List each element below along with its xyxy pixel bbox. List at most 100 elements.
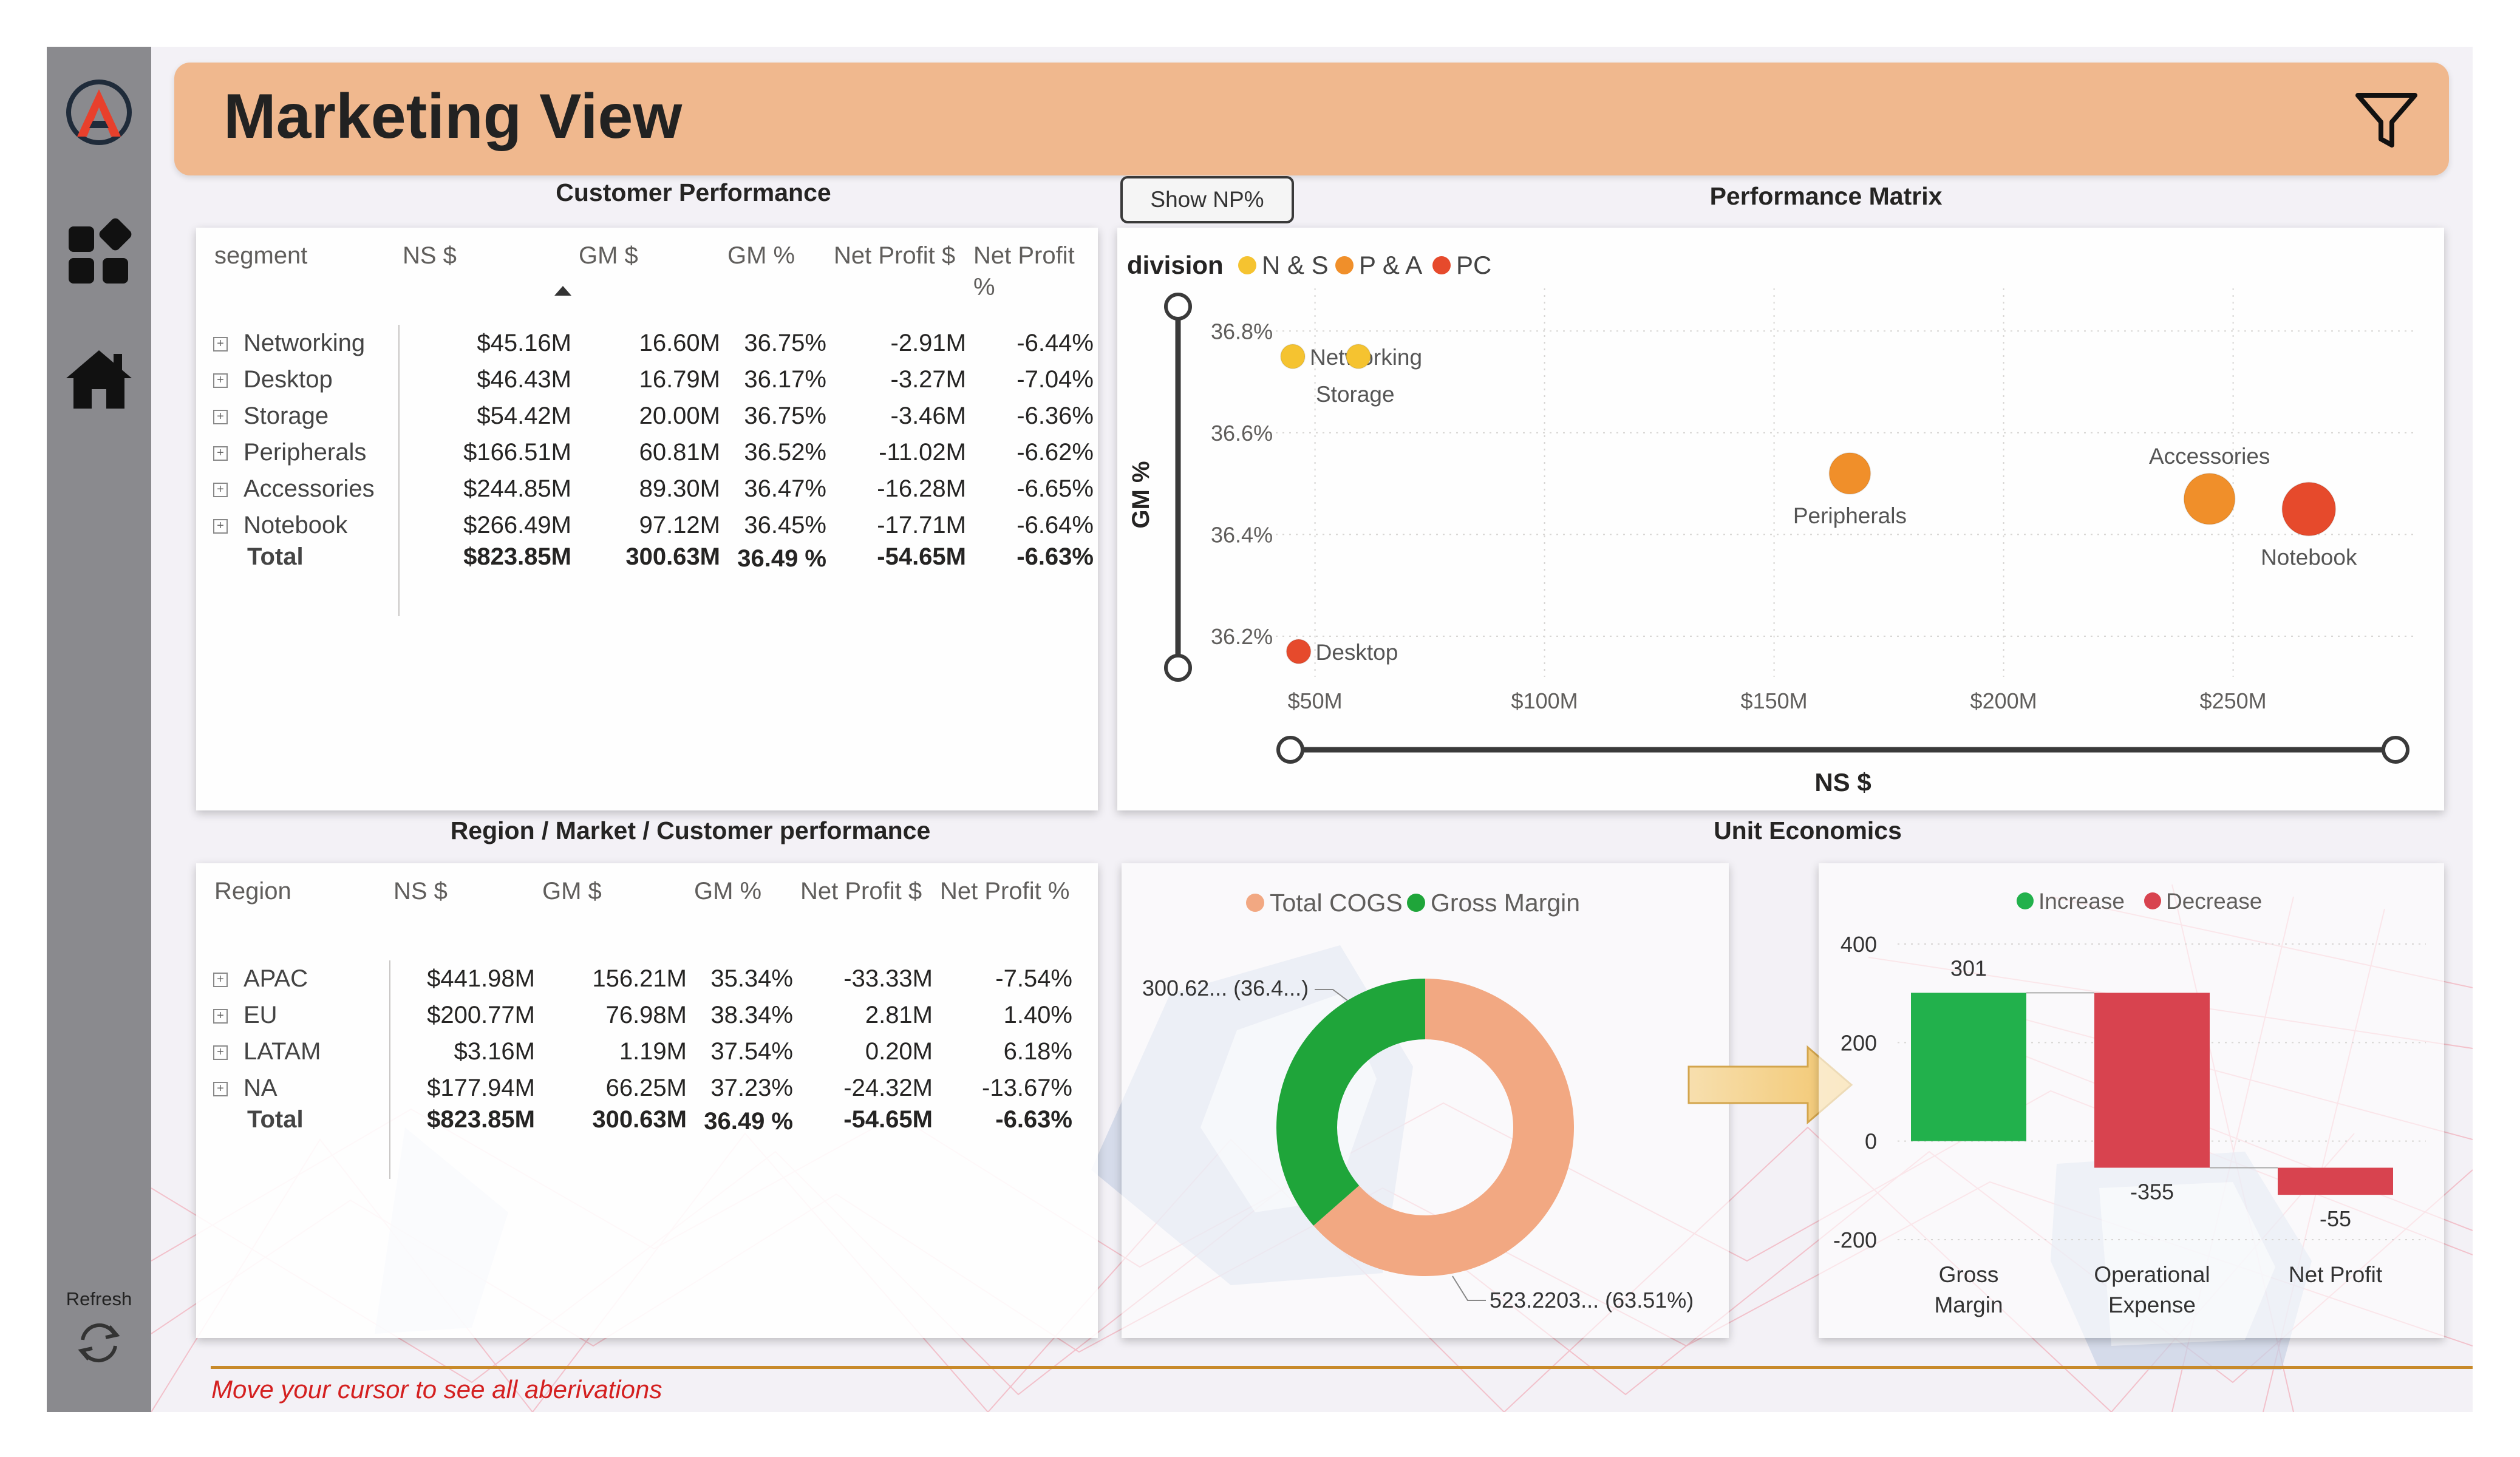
total-cell: $823.85M (463, 543, 571, 570)
legend-label[interactable]: Decrease (2166, 889, 2262, 914)
legend-label[interactable]: Increase (2038, 889, 2125, 914)
scatter-point-desktop[interactable] (1286, 639, 1312, 665)
sort-ascending-icon[interactable] (554, 286, 571, 296)
row-label[interactable]: + Notebook (211, 507, 400, 543)
column-header[interactable]: Region (214, 878, 291, 905)
column-header[interactable]: GM % (727, 242, 795, 269)
table-row[interactable]: + Peripherals $166.51M 60.81M 36.52% -11.02M -… (211, 434, 1097, 470)
row-label[interactable]: + LATAM (211, 1033, 390, 1070)
x-tick-label: $200M (1970, 688, 2037, 713)
table-cell: 1.40% (1003, 1001, 1072, 1028)
waterfall-bar[interactable] (1911, 993, 2026, 1141)
x-slider-handle-right[interactable] (2382, 736, 2409, 764)
column-header[interactable]: GM % (694, 878, 762, 905)
row-label[interactable]: + EU (211, 997, 390, 1033)
row-label[interactable]: + Peripherals (211, 434, 400, 470)
scatter-point-networking[interactable] (1280, 344, 1306, 370)
row-label[interactable]: + Desktop (211, 361, 400, 398)
table-cell: -6.36% (1017, 402, 1094, 429)
report-canvas: Refresh Marketing View Customer Performa… (47, 47, 2473, 1412)
waterfall-bar[interactable] (2094, 993, 2210, 1168)
waterfall-bar[interactable] (2278, 1167, 2393, 1195)
table-cell: 37.23% (710, 1074, 793, 1101)
legend-label[interactable]: Gross Margin (1431, 889, 1580, 917)
column-header[interactable]: Net Profit % (973, 242, 1075, 301)
row-label[interactable]: + Storage (211, 398, 400, 434)
expand-icon[interactable]: + (213, 518, 228, 534)
table-row[interactable]: + APAC $441.98M 156.21M 35.34% -33.33M -7.54% (211, 960, 1076, 997)
column-header[interactable]: Net Profit $ (834, 242, 956, 269)
legend-marker (2144, 892, 2161, 909)
table-row[interactable]: + NA $177.94M 66.25M 37.23% -24.32M -13.67% (211, 1070, 1076, 1106)
point-label: Peripherals (1793, 503, 1907, 528)
performance-matrix-chart: division N & S P & A PC 36.2% 36.4% 36.6% 36.8%… (1127, 251, 2417, 796)
table-cell: 60.81M (639, 438, 720, 466)
expand-icon[interactable]: + (213, 1045, 228, 1060)
column-header[interactable]: NS $ (393, 878, 448, 905)
home-icon[interactable] (63, 343, 135, 416)
show-np-percent-button[interactable]: Show NP% (1120, 176, 1294, 223)
column-header[interactable]: NS $ (399, 240, 575, 325)
legend-label[interactable]: N & S (1262, 251, 1329, 279)
table-cell: $54.42M (477, 402, 571, 429)
table-spacer (211, 1143, 1076, 1179)
legend-label[interactable]: PC (1456, 251, 1491, 279)
table-cell: 0.20M (865, 1038, 933, 1065)
footer-note: Move your cursor to see all aberivations (211, 1375, 662, 1404)
row-label[interactable]: + Accessories (211, 470, 400, 507)
table-row[interactable]: + Desktop $46.43M 16.79M 36.17% -3.27M -7.04% (211, 361, 1097, 398)
x-slider-handle-left[interactable] (1276, 736, 1304, 764)
expand-icon[interactable]: + (213, 446, 228, 461)
column-header[interactable]: Net Profit % (940, 878, 1070, 905)
table-cell: $177.94M (427, 1074, 535, 1101)
legend-marker (1238, 256, 1256, 274)
expand-icon[interactable]: + (213, 1081, 228, 1096)
table-row[interactable]: + Networking $45.16M 16.60M 36.75% -2.91M -6.4… (211, 325, 1097, 361)
column-header[interactable]: GM $ (579, 242, 638, 269)
scatter-point-peripherals[interactable] (1828, 452, 1871, 495)
table-cell: 38.34% (710, 1001, 793, 1028)
table-cell: -7.04% (1017, 365, 1094, 393)
total-cell: -54.65M (877, 543, 966, 570)
donut-slice-total-cogs[interactable] (1313, 979, 1574, 1276)
table-cell: 36.75% (744, 402, 826, 429)
scatter-point-notebook[interactable] (2281, 481, 2337, 537)
table-cell: -6.44% (1017, 329, 1094, 356)
y-slider-handle-top[interactable] (1164, 293, 1192, 321)
scatter-point-storage[interactable] (1346, 344, 1372, 370)
table-row[interactable]: + Accessories $244.85M 89.30M 36.47% -16.28M -… (211, 470, 1097, 507)
x-tick-label: $100M (1511, 688, 1578, 713)
point-label: Storage (1316, 382, 1395, 407)
table-cell: -24.32M (843, 1074, 933, 1101)
leader-line (1315, 989, 1348, 1001)
column-header[interactable]: GM $ (542, 878, 602, 905)
row-label[interactable]: + Networking (211, 325, 400, 361)
table-cell: 36.75% (744, 329, 826, 356)
expand-icon[interactable]: + (213, 1008, 228, 1024)
legend-label[interactable]: Total COGS (1270, 889, 1403, 917)
expand-icon[interactable]: + (213, 482, 228, 497)
filter-icon[interactable] (2353, 87, 2420, 154)
table-cell: $266.49M (463, 511, 571, 538)
row-label[interactable]: + NA (211, 1070, 390, 1106)
apps-grid-icon[interactable] (63, 218, 135, 291)
scatter-point-accessories[interactable] (2183, 472, 2236, 525)
y-tick-label: 36.6% (1211, 421, 1273, 446)
legend-label[interactable]: P & A (1359, 251, 1422, 279)
refresh-icon[interactable] (72, 1316, 126, 1370)
table-row[interactable]: + Notebook $266.49M 97.12M 36.45% -17.71M -6.6… (211, 507, 1097, 543)
table-row[interactable]: + EU $200.77M 76.98M 38.34% 2.81M 1.40% (211, 997, 1076, 1033)
table-row[interactable]: + Storage $54.42M 20.00M 36.75% -3.46M -6.36% (211, 398, 1097, 434)
y-tick-label: 0 (1865, 1129, 1877, 1154)
table-cell: 36.47% (744, 475, 826, 502)
expand-icon[interactable]: + (213, 373, 228, 388)
expand-icon[interactable]: + (213, 336, 228, 352)
y-slider-handle-bottom[interactable] (1164, 654, 1192, 682)
column-header[interactable]: Net Profit $ (800, 878, 922, 905)
column-header[interactable]: segment (214, 242, 308, 269)
expand-icon[interactable]: + (213, 972, 228, 987)
expand-icon[interactable]: + (213, 409, 228, 424)
row-label[interactable]: + APAC (211, 960, 390, 997)
table-row[interactable]: + LATAM $3.16M 1.19M 37.54% 0.20M 6.18% (211, 1033, 1076, 1070)
donut-slice-gross-margin[interactable] (1276, 979, 1425, 1226)
